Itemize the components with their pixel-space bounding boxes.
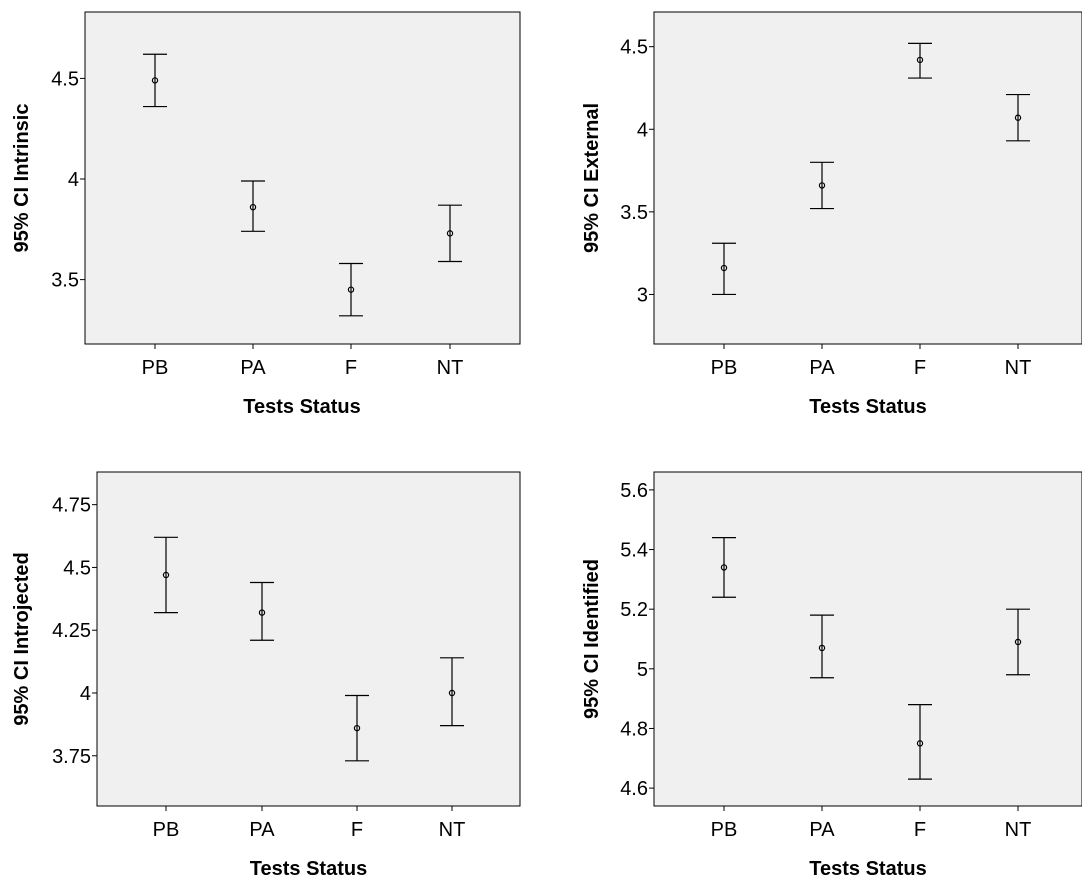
chart-panel-1: 3.5 4 4.5 PB PA F NT Tests Status 95% CI Intrins… bbox=[11, 11, 521, 418]
mean-point-PA bbox=[249, 203, 257, 211]
x-tick-label: PA bbox=[249, 819, 275, 841]
mean-point-NT bbox=[1014, 638, 1022, 646]
y-tick-label: 5 bbox=[637, 659, 648, 681]
mean-point-PB bbox=[162, 571, 170, 579]
y-tick-label: 5.4 bbox=[620, 540, 648, 562]
x-tick-label: NT bbox=[1005, 819, 1032, 841]
y-axis-title: 95% CI Identified bbox=[581, 559, 603, 719]
y-axis-title: 95% CI External bbox=[581, 103, 603, 253]
y-tick-label: 4 bbox=[637, 119, 648, 141]
x-axis-title: Tests Status bbox=[243, 396, 360, 418]
mean-point-NT bbox=[448, 689, 456, 697]
y-tick-label: 4.75 bbox=[52, 495, 91, 517]
mean-point-NT bbox=[446, 230, 454, 237]
y-axis-title: 95% CI Introjected bbox=[11, 552, 33, 725]
x-tick-label: NT bbox=[1005, 357, 1032, 379]
mean-point-PB bbox=[151, 77, 159, 84]
mean-point-PA bbox=[818, 182, 826, 189]
plot-area bbox=[653, 471, 1082, 807]
mean-point-PA bbox=[818, 644, 826, 652]
y-tick-label: 4.25 bbox=[52, 620, 91, 642]
mean-point-PB bbox=[720, 264, 728, 272]
y-tick-label: 3.5 bbox=[51, 270, 79, 292]
plot-area bbox=[84, 11, 521, 345]
y-tick-label: 4.8 bbox=[620, 718, 648, 740]
mean-point-PA bbox=[258, 609, 266, 616]
y-tick-label: 4.6 bbox=[620, 778, 648, 800]
x-tick-label: PA bbox=[809, 357, 835, 379]
y-tick-label: 5.6 bbox=[620, 480, 648, 502]
plot-area bbox=[653, 11, 1082, 345]
x-tick-label: PA bbox=[240, 357, 266, 379]
chart-panel-4: 4.6 4.8 5 5.2 5.4 5.6 PB PA F NT Tests Status 95% C… bbox=[581, 471, 1082, 876]
y-tick-label: 3.5 bbox=[620, 202, 648, 224]
x-axis-title: Tests Status bbox=[809, 396, 926, 418]
mean-point-F bbox=[347, 286, 355, 293]
x-tick-label: PB bbox=[153, 819, 180, 841]
x-tick-label: NT bbox=[439, 819, 466, 841]
x-axis-title: Tests Status bbox=[809, 858, 926, 876]
chart-panel-2: 3 3.5 4 4.5 PB PA F NT Tests Status 95% CI Extern… bbox=[581, 11, 1082, 418]
y-tick-label: 3 bbox=[637, 284, 648, 306]
y-axis-title: 95% CI Intrinsic bbox=[11, 104, 33, 253]
x-tick-label: F bbox=[345, 357, 357, 379]
y-tick-label: 4 bbox=[68, 169, 79, 191]
mean-point-F bbox=[916, 56, 924, 64]
plot-area bbox=[96, 471, 521, 807]
x-tick-label: PB bbox=[711, 819, 738, 841]
y-tick-label: 4.5 bbox=[620, 37, 648, 59]
chart-panel-3: 3.75 4 4.25 4.5 4.75 PB PA F NT Tests Status 95% C… bbox=[11, 471, 521, 876]
x-tick-label: F bbox=[914, 357, 926, 379]
x-tick-label: NT bbox=[437, 357, 464, 379]
x-tick-label: PB bbox=[711, 357, 738, 379]
x-axis-title: Tests Status bbox=[250, 858, 367, 876]
y-tick-label: 4.5 bbox=[63, 557, 91, 579]
y-tick-label: 4 bbox=[80, 683, 91, 705]
x-tick-label: F bbox=[351, 819, 363, 841]
mean-point-NT bbox=[1014, 114, 1022, 121]
y-tick-label: 3.75 bbox=[52, 746, 91, 768]
mean-point-PB bbox=[720, 564, 728, 571]
x-tick-label: F bbox=[914, 819, 926, 841]
x-tick-label: PB bbox=[142, 357, 169, 379]
x-tick-label: PA bbox=[809, 819, 835, 841]
mean-point-F bbox=[916, 740, 924, 747]
y-tick-label: 5.2 bbox=[620, 599, 648, 621]
y-tick-label: 4.5 bbox=[51, 68, 79, 90]
mean-point-F bbox=[353, 724, 361, 732]
